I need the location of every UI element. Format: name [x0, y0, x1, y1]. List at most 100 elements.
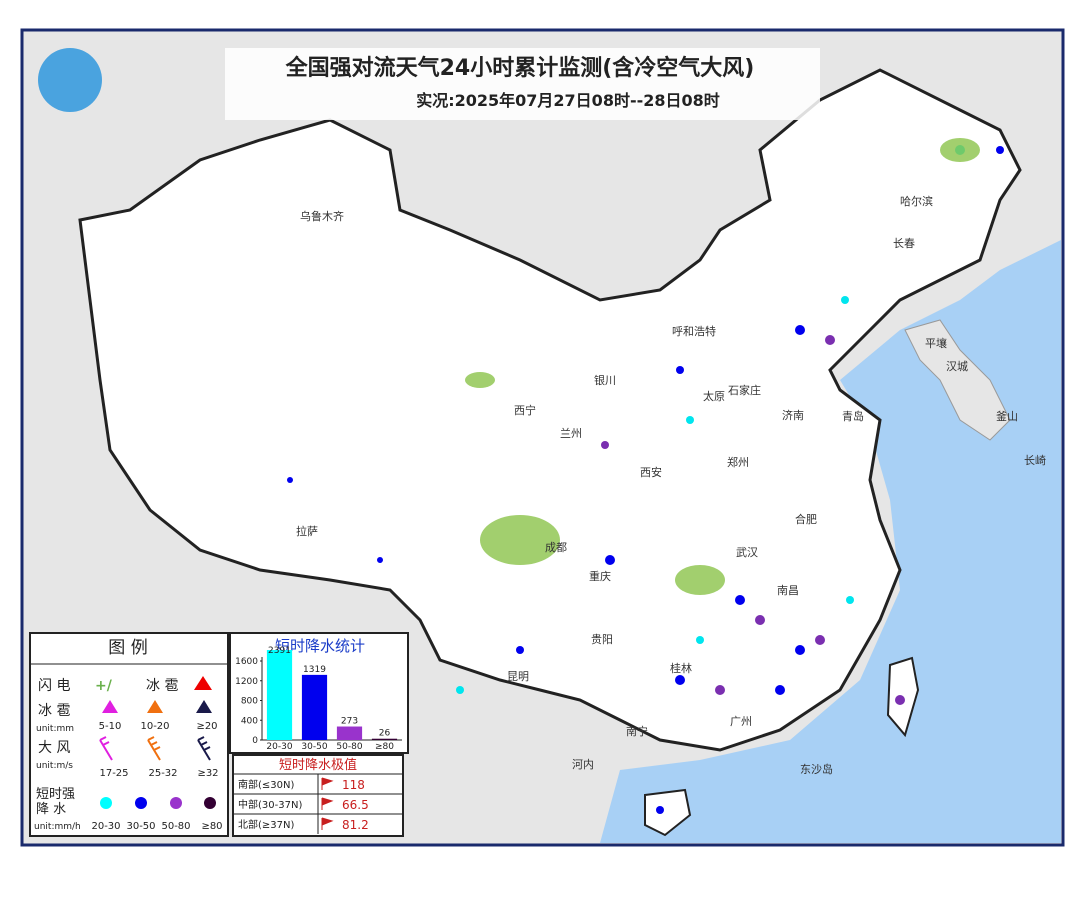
place: 东沙岛: [800, 762, 833, 776]
wind-icon: [197, 736, 211, 761]
hail-icon: [147, 700, 163, 713]
wind-icon: [99, 736, 113, 761]
region: 中部(30-37N): [238, 798, 302, 811]
hainan: [644, 788, 692, 837]
place: 桂林: [670, 661, 692, 675]
place: 武汉: [736, 546, 758, 559]
legend-bin: ≥80: [201, 821, 222, 832]
place: 汉城: [946, 360, 968, 373]
value-label: 26: [379, 729, 391, 739]
extreme-value: 66.5: [342, 798, 369, 812]
rain-icon: [204, 797, 216, 809]
hail-icon: [196, 700, 212, 713]
legend-label: 短时强: [36, 787, 75, 802]
place: 西宁: [514, 403, 536, 417]
rain-icon: [170, 797, 182, 809]
legend-unit: unit:mm/h: [34, 822, 81, 832]
legend-label: 大 风: [38, 740, 70, 756]
place: 郑州: [727, 455, 749, 469]
korea: [904, 319, 1011, 441]
place: 青岛: [842, 409, 864, 423]
place: 兰州: [560, 427, 582, 440]
title: 全国强对流天气24小时累计监测(含冷空气大风): [285, 55, 755, 81]
legend-bin: 17-25: [99, 768, 128, 779]
value-label: 273: [341, 717, 358, 727]
legend-bin: 50-80: [161, 821, 190, 832]
wind-icon: [147, 736, 161, 761]
place: 呼和浩特: [672, 324, 716, 338]
flag: [321, 777, 334, 790]
extremes-table: 南部(≤30N) 118 中部(30-37N) 66.5 北部(≥37N) 81.2: [233, 773, 403, 834]
place: 石家庄: [728, 383, 761, 397]
lightning-areas: [465, 138, 980, 595]
x-tick-label: 30-50: [301, 742, 327, 752]
legend-bin: ≥20: [196, 721, 217, 732]
place: 乌鲁木齐: [300, 209, 344, 223]
lightning-symbol: +/: [95, 678, 113, 694]
place: 太原: [703, 390, 725, 403]
place: 南昌: [777, 584, 799, 597]
hail-icon: [102, 700, 118, 713]
title-bg: [225, 48, 820, 120]
bar-chart: 0 400 800 1200 1600 20-30 2391 30-50 1319 50-80 27…: [235, 646, 402, 752]
extreme-value: 118: [342, 778, 365, 792]
x-tick-label: 20-30: [266, 742, 292, 752]
place: 广州: [730, 715, 752, 728]
y-tick-label: 800: [241, 697, 258, 707]
x-tick-label: 50-80: [336, 742, 362, 752]
legend-bin: 25-32: [148, 768, 177, 779]
bar: [371, 738, 398, 740]
place: 济南: [782, 408, 804, 422]
extreme-value: 81.2: [342, 818, 369, 832]
region: 北部(≥37N): [238, 818, 294, 831]
extremes-title: 短时降水极值: [279, 757, 357, 773]
place: 长春: [893, 237, 915, 250]
y-tick-label: 1200: [235, 677, 258, 687]
place: 银川: [594, 373, 616, 387]
flag: [321, 797, 334, 810]
value-label: 1319: [303, 665, 326, 675]
place: 釜山: [996, 409, 1018, 423]
chart-title: 短时降水统计: [275, 637, 365, 655]
legend-label: 冰 雹: [38, 703, 70, 719]
bar: [336, 726, 363, 740]
place: 西安: [640, 465, 662, 479]
place: 拉萨: [296, 524, 318, 538]
hail-symbol: [194, 676, 212, 690]
place: 昆明: [507, 670, 529, 683]
place: 平壤: [925, 336, 947, 350]
value-label: 2391: [268, 646, 291, 656]
legend-bin: ≥32: [197, 768, 218, 779]
legend-bin: 10-20: [140, 721, 169, 732]
place: 贵阳: [591, 633, 613, 646]
place: 重庆: [589, 569, 611, 583]
legend-label: 降 水: [36, 802, 66, 817]
legend-unit: unit:mm: [36, 724, 74, 734]
y-tick-label: 400: [241, 716, 258, 726]
place: 哈尔滨: [900, 194, 933, 208]
place: 成都: [545, 541, 567, 554]
rain-icon: [135, 797, 147, 809]
legend-bin: 30-50: [126, 821, 155, 832]
bar: [266, 650, 293, 740]
place: 河内: [572, 757, 594, 771]
legend-bin: 20-30: [91, 821, 120, 832]
y-tick-label: 1600: [235, 657, 258, 667]
china: [78, 68, 1022, 752]
y-tick-label: 0: [252, 736, 258, 746]
legend-bin: 5-10: [99, 721, 122, 732]
legend-title: 图 例: [108, 638, 147, 658]
place: 合肥: [795, 512, 817, 526]
x-tick-label: ≥80: [375, 742, 394, 752]
subtitle: 实况:2025年07月27日08时--28日08时: [416, 91, 720, 110]
place-labels: 乌鲁木齐 哈尔滨 长春 呼和浩特 银川 西宁 兰州 太原 石家庄 济南 青岛 郑…: [296, 194, 1046, 776]
legend-label: 闪 电: [38, 678, 70, 694]
place: 长崎: [1024, 453, 1046, 467]
legend-label: 冰 雹: [146, 678, 178, 694]
logo: [38, 48, 102, 112]
region: 南部(≤30N): [238, 778, 294, 791]
bar: [301, 674, 328, 740]
flag: [321, 817, 334, 830]
legend-unit: unit:m/s: [36, 761, 73, 771]
